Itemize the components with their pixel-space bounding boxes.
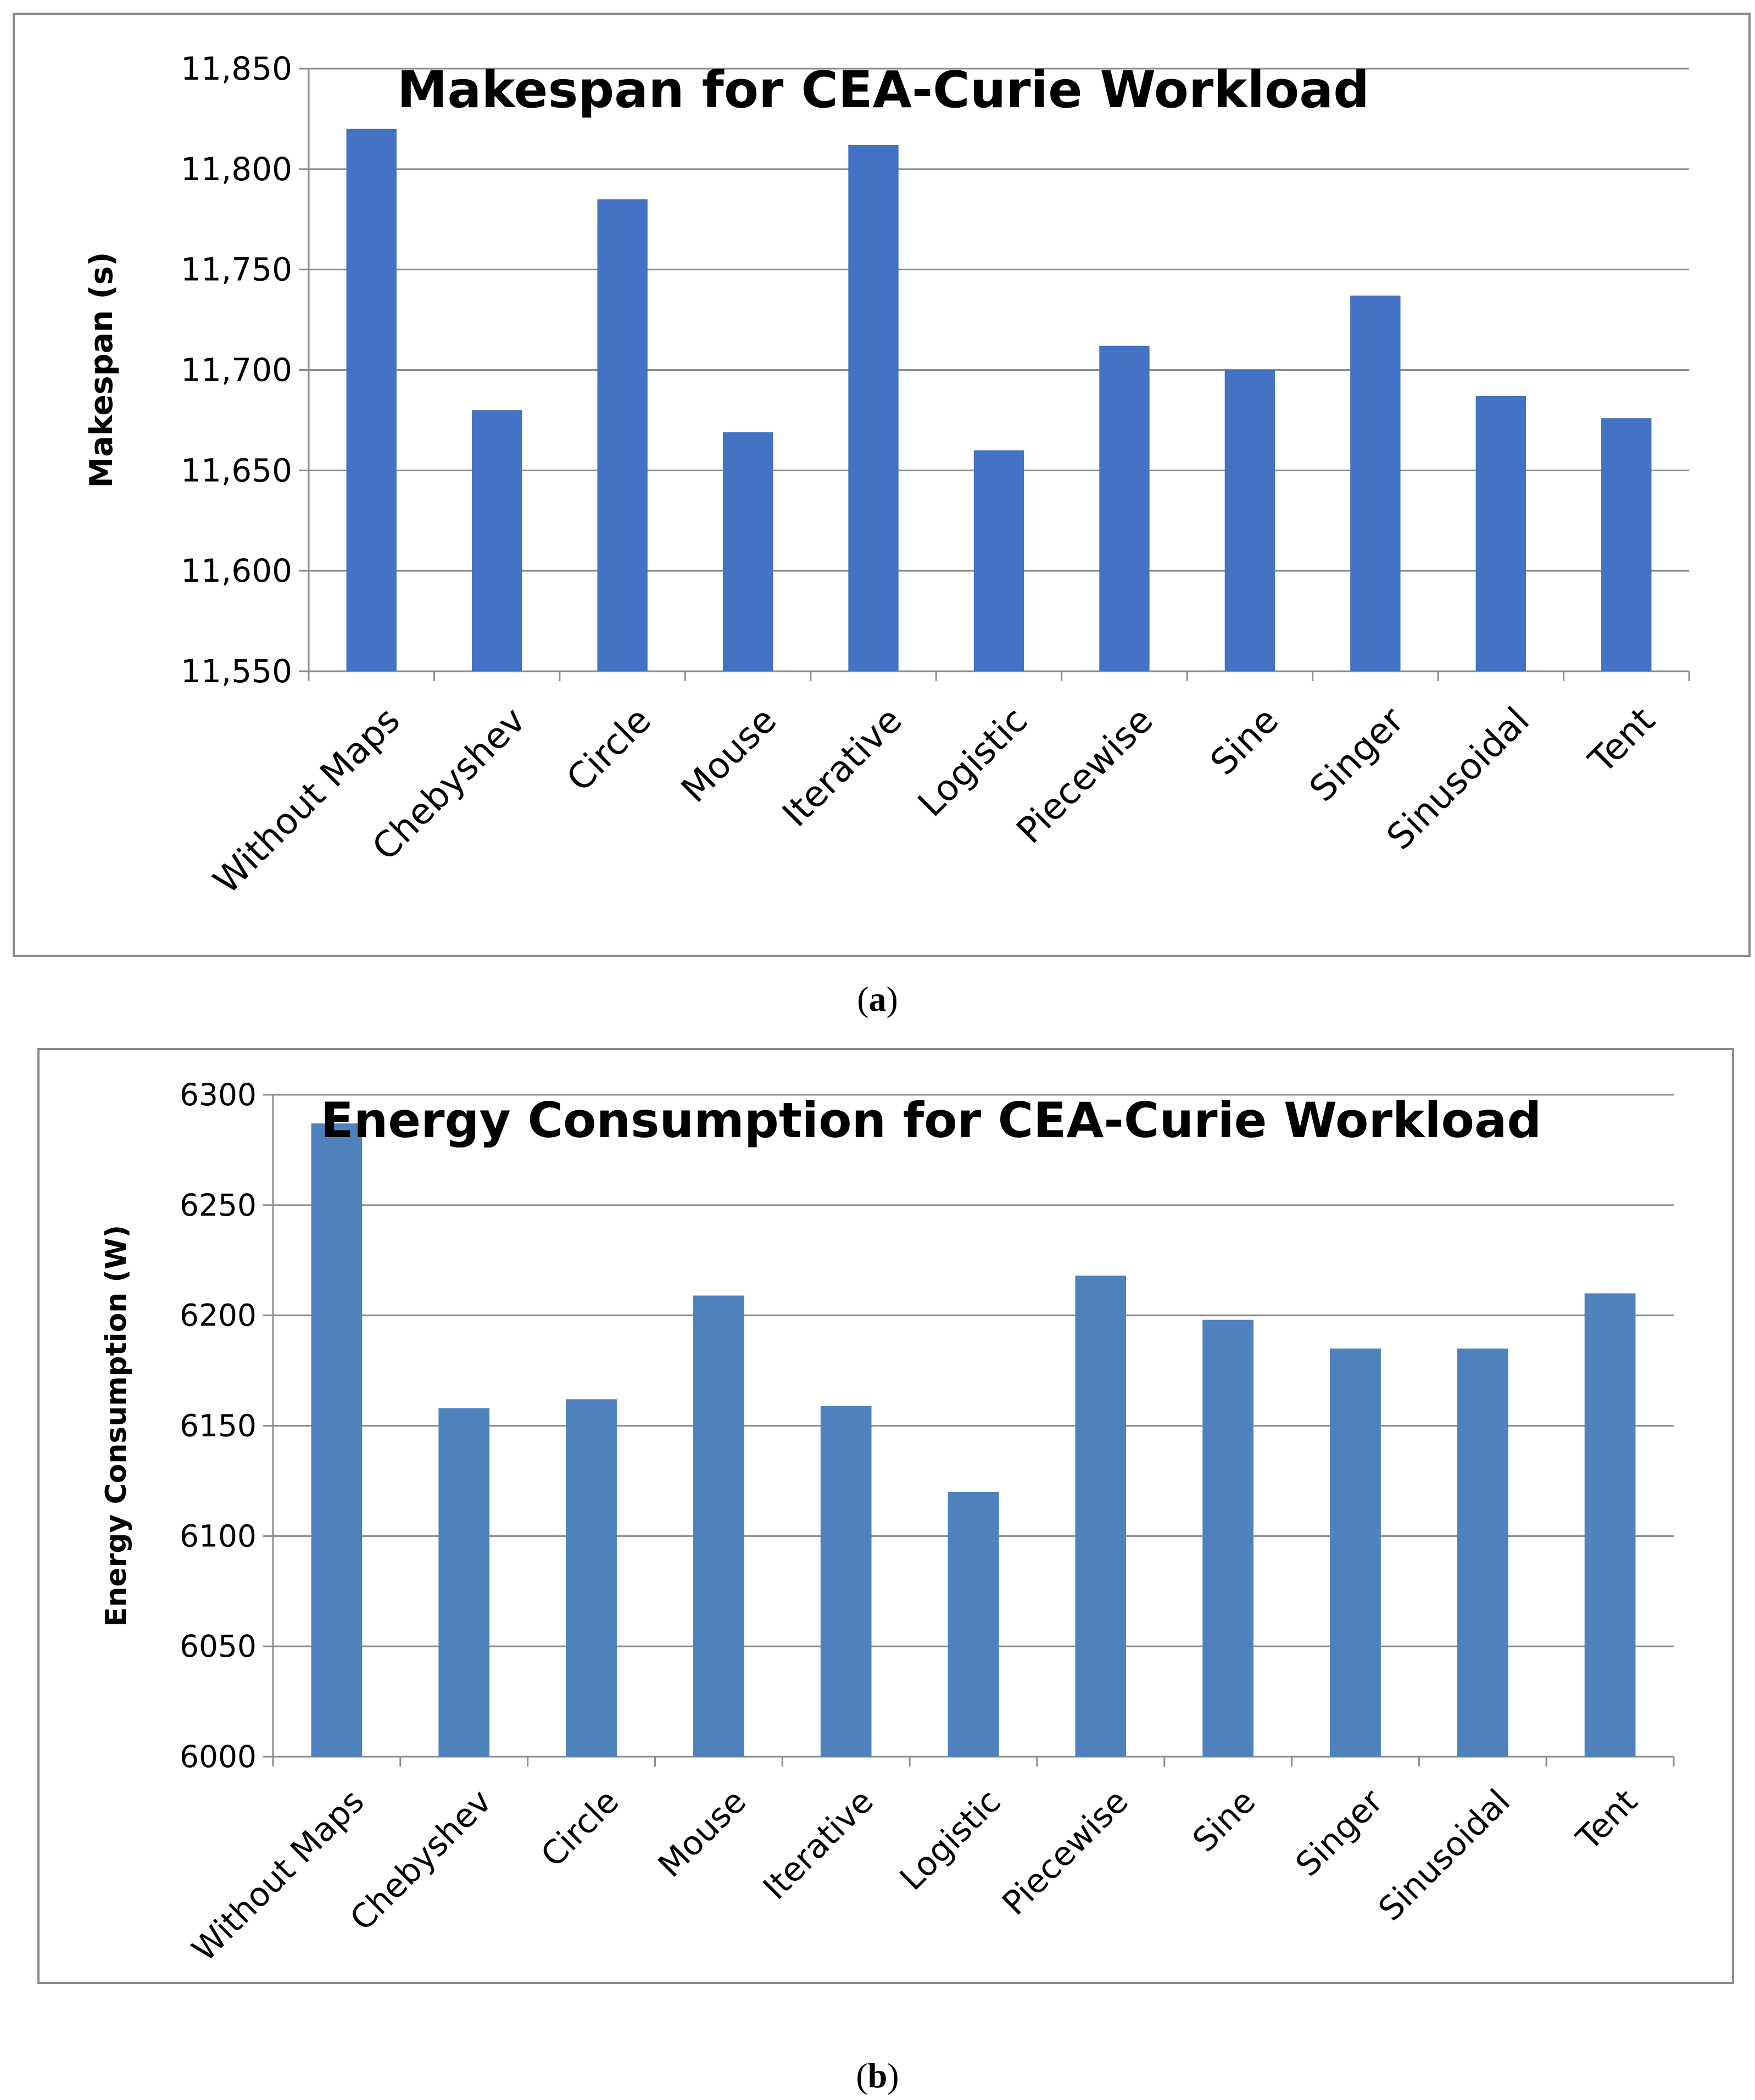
chart-a-bar (848, 144, 899, 671)
chart-b-y-tick-label: 6050 (180, 1629, 257, 1664)
chart-b-bar (693, 1295, 744, 1757)
chart-a-y-axis-label: Makespan (s) (83, 252, 120, 488)
chart-b-bar (311, 1123, 363, 1757)
chart-b-bar (566, 1399, 617, 1757)
chart-b-y-tick-label: 6250 (180, 1188, 257, 1223)
chart-b-y-tick-label: 6300 (180, 1077, 257, 1112)
caption-b-letter: b (867, 2056, 888, 2095)
chart-a-bar (1601, 418, 1652, 671)
chart-b-y-tick-label: 6000 (180, 1739, 257, 1774)
chart-b-bar (1584, 1293, 1636, 1757)
chart-a-bar (346, 129, 397, 671)
caption-b: (b) (856, 2056, 899, 2095)
chart-b-y-axis-label: Energy Consumption (W) (100, 1225, 133, 1626)
chart-b-y-tick-label: 6200 (180, 1298, 257, 1333)
chart-a-bar (973, 450, 1024, 671)
chart-a-bar (1475, 396, 1526, 671)
chart-a-title: Makespan for CEA-Curie Workload (397, 60, 1369, 119)
chart-b-bar (438, 1408, 490, 1757)
caption-a-letter: a (868, 979, 887, 1018)
chart-a-bar (1099, 346, 1150, 671)
chart-a-bar (722, 432, 773, 671)
chart-a-y-tick-label: 11,850 (181, 50, 292, 87)
chart-a-y-tick-label: 11,700 (181, 352, 292, 389)
chart-b-bar (1075, 1275, 1127, 1757)
chart-b-bar (1202, 1319, 1253, 1757)
chart-a-y-tick-label: 11,550 (181, 653, 292, 690)
chart-b-y-tick-label: 6150 (180, 1408, 257, 1444)
chart-b-bar (948, 1492, 999, 1757)
chart-a-bar (1224, 370, 1275, 671)
caption-a: (a) (857, 979, 898, 1018)
chart-b-title: Energy Consumption for CEA-Curie Workloa… (321, 1092, 1542, 1149)
chart-a-y-tick-label: 11,800 (181, 151, 292, 188)
chart-a-y-tick-label: 11,750 (181, 251, 292, 288)
chart-a-y-tick-label: 11,650 (181, 452, 292, 489)
chart-a-bar (471, 410, 522, 671)
chart-a-bar (1350, 296, 1401, 671)
chart-b-bar (1330, 1348, 1381, 1757)
chart-b-bar (820, 1406, 872, 1757)
chart-b-y-tick-label: 6100 (180, 1518, 257, 1553)
chart-a-y-tick-label: 11,600 (181, 552, 292, 589)
chart-b-bar (1457, 1348, 1508, 1757)
chart-a-bar (597, 199, 648, 671)
